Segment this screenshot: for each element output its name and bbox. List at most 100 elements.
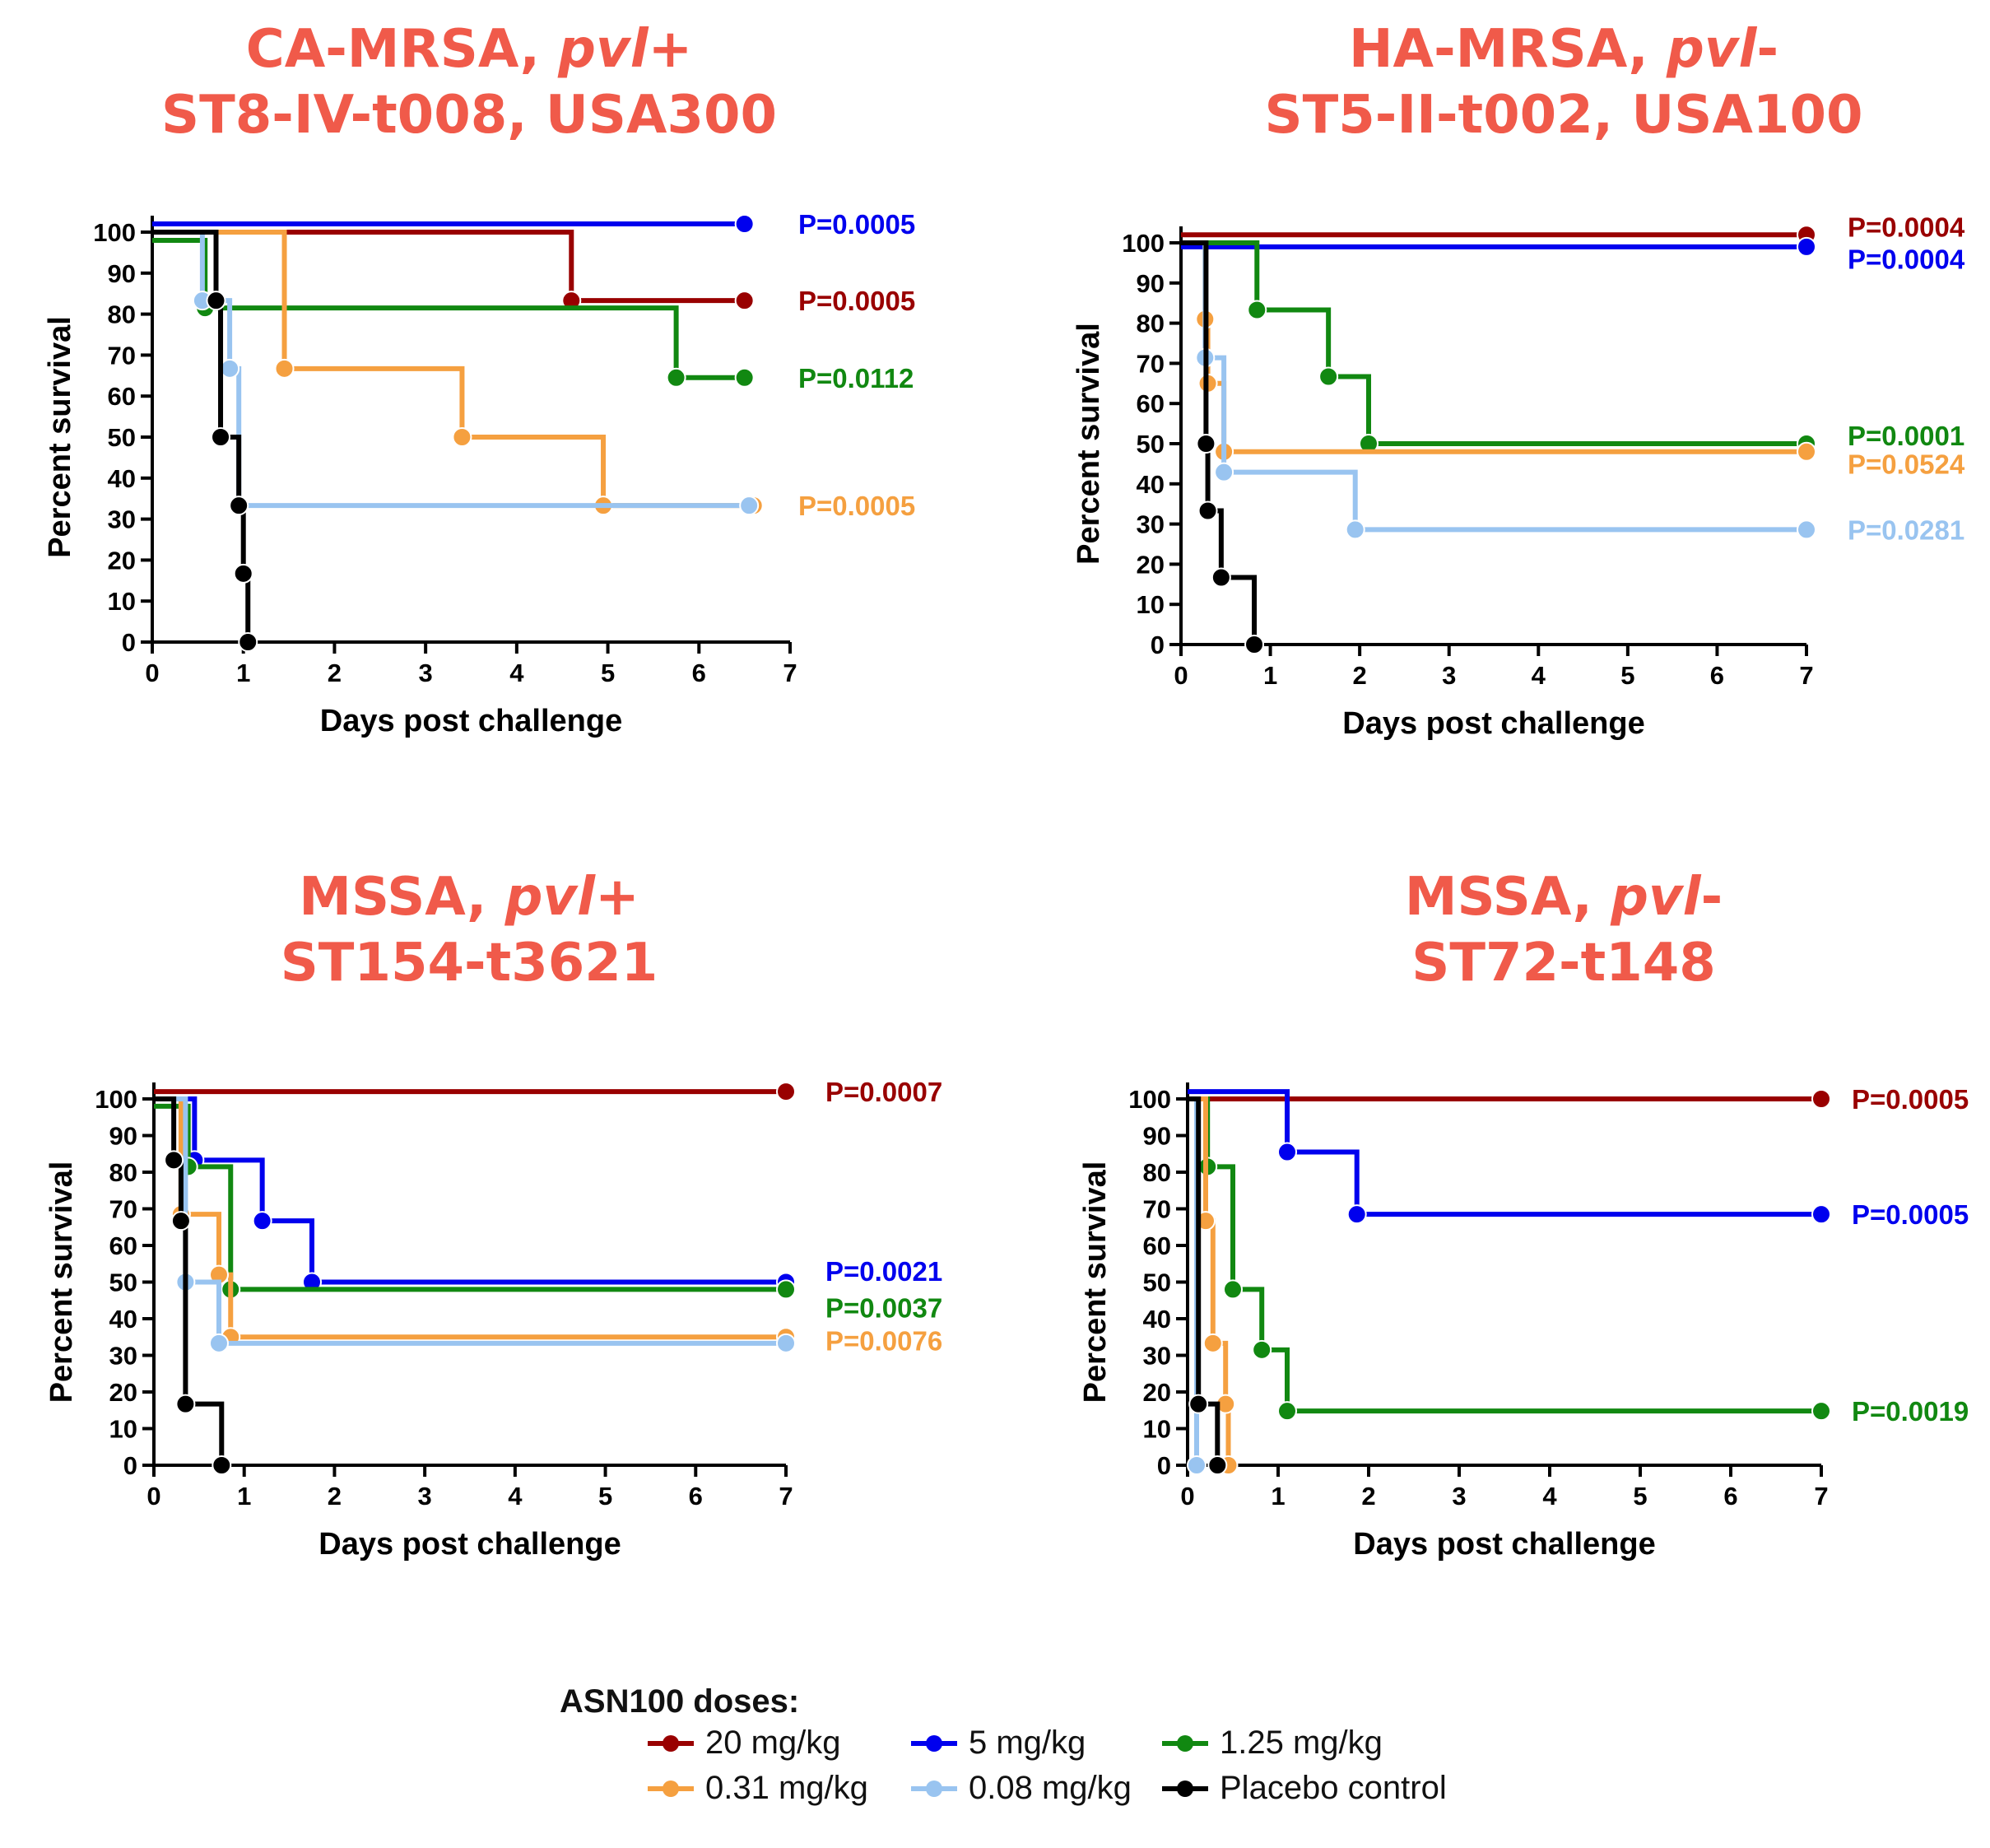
x-axis-label: Days post challenge bbox=[318, 1527, 621, 1562]
survival-line bbox=[154, 1096, 786, 1346]
censor-point bbox=[734, 367, 755, 388]
title-tail: + bbox=[595, 867, 639, 928]
p-value-label: P=0.0005 bbox=[1852, 1199, 1969, 1230]
survival-line bbox=[152, 230, 754, 509]
legend-swatch bbox=[911, 1734, 957, 1752]
censor-point bbox=[1318, 366, 1339, 387]
censor-point bbox=[220, 358, 240, 379]
title-tail: - bbox=[1700, 867, 1723, 928]
censor-point bbox=[1207, 1455, 1228, 1475]
censor-point bbox=[452, 427, 472, 447]
censor-point bbox=[206, 291, 226, 311]
y-tick-label: 70 bbox=[1137, 349, 1165, 378]
y-tick-label: 20 bbox=[109, 1378, 137, 1407]
p-value-label: P=0.0021 bbox=[825, 1256, 942, 1287]
p-value-label: P=0.0004 bbox=[1848, 212, 1965, 242]
x-tick-label: 2 bbox=[1361, 1482, 1375, 1511]
y-tick-label: 50 bbox=[1137, 430, 1165, 459]
x-tick-label: 7 bbox=[783, 659, 797, 687]
x-tick-label: 3 bbox=[418, 1482, 432, 1511]
censor-point bbox=[1223, 1279, 1243, 1300]
censor-point bbox=[1797, 236, 1816, 257]
y-tick-label: 100 bbox=[1122, 229, 1165, 258]
y-tick-label: 100 bbox=[1128, 1085, 1171, 1114]
censor-point bbox=[211, 427, 231, 447]
censor-point bbox=[1346, 1204, 1367, 1225]
series-0-08-mg-kg: P=0.0281 bbox=[1181, 240, 1964, 545]
title-tail: - bbox=[1756, 19, 1779, 80]
y-tick-label: 60 bbox=[108, 382, 136, 411]
title-italic: pvl bbox=[1667, 19, 1757, 80]
legend-label: Placebo control bbox=[1220, 1770, 1447, 1806]
x-tick-label: 1 bbox=[237, 1482, 251, 1511]
y-tick-label: 30 bbox=[1137, 510, 1165, 539]
chart-panel-3: 0 10 20 30 40 50 60 70 80 90 100 0 1 2 3 4 5 6 7 Days post … bbox=[44, 1077, 942, 1562]
series-5-mg-kg: P=0.0004 bbox=[1181, 236, 1965, 275]
censor-point bbox=[666, 367, 686, 388]
censor-point bbox=[170, 1211, 191, 1231]
legend-item: 20 mg/kg bbox=[646, 1725, 841, 1762]
x-tick-label: 7 bbox=[1799, 661, 1813, 690]
censor-point bbox=[164, 1150, 184, 1171]
series-0-31-mg-kg: P=0.0005 bbox=[152, 230, 915, 521]
censor-point bbox=[1211, 567, 1231, 588]
title-text: MSSA, bbox=[299, 867, 505, 928]
y-tick-label: 50 bbox=[109, 1268, 137, 1297]
legend-label: 20 mg/kg bbox=[705, 1725, 841, 1761]
y-tick-label: 60 bbox=[109, 1231, 137, 1260]
series-20-mg-kg: P=0.0005 bbox=[1188, 1084, 1969, 1115]
y-tick-label: 90 bbox=[1137, 269, 1165, 298]
series-5-mg-kg: P=0.0021 bbox=[154, 1096, 942, 1292]
x-tick-label: 6 bbox=[692, 659, 706, 687]
x-tick-label: 1 bbox=[1271, 1482, 1285, 1511]
y-tick-label: 20 bbox=[1137, 550, 1165, 579]
x-tick-label: 3 bbox=[419, 659, 433, 687]
p-value-label: P=0.0281 bbox=[1848, 514, 1964, 545]
censor-point bbox=[734, 214, 755, 235]
legend-swatch bbox=[1162, 1734, 1208, 1752]
survival-line bbox=[1181, 240, 1806, 446]
title-text: CA-MRSA, bbox=[245, 19, 559, 80]
x-tick-label: 4 bbox=[1532, 661, 1546, 690]
x-tick-label: 6 bbox=[689, 1482, 703, 1511]
y-tick-label: 50 bbox=[108, 423, 136, 452]
y-tick-label: 10 bbox=[1143, 1415, 1171, 1444]
x-tick-label: 5 bbox=[598, 1482, 612, 1511]
y-tick-label: 0 bbox=[1151, 631, 1165, 659]
legend-item: 1.25 mg/kg bbox=[1160, 1725, 1383, 1762]
chart-title-3-line1: MSSA, pvl+ bbox=[140, 864, 798, 930]
legend-label: 0.31 mg/kg bbox=[705, 1770, 868, 1806]
x-tick-label: 2 bbox=[1353, 661, 1367, 690]
chart-title-1-line2: ST8-IV-t008, USA300 bbox=[160, 85, 778, 146]
series-placebo-control bbox=[152, 230, 258, 652]
p-value-label: P=0.0005 bbox=[1852, 1084, 1969, 1115]
series-5-mg-kg: P=0.0005 bbox=[1188, 1089, 1969, 1230]
censor-point bbox=[1188, 1394, 1209, 1414]
survival-line bbox=[154, 1096, 786, 1285]
x-tick-label: 1 bbox=[236, 659, 250, 687]
title-text: MSSA, bbox=[1404, 867, 1611, 928]
y-tick-label: 40 bbox=[109, 1305, 137, 1334]
y-axis-label: Percent survival bbox=[1078, 1161, 1113, 1403]
chart-title-2: HA-MRSA, pvl- ST5-II-t002, USA100 bbox=[1210, 16, 1918, 148]
y-tick-label: 10 bbox=[108, 587, 136, 616]
x-tick-label: 2 bbox=[328, 1482, 342, 1511]
x-tick-label: 3 bbox=[1452, 1482, 1466, 1511]
censor-point bbox=[1277, 1401, 1297, 1422]
x-tick-label: 0 bbox=[146, 1482, 160, 1511]
x-tick-label: 2 bbox=[328, 659, 342, 687]
y-tick-label: 20 bbox=[108, 546, 136, 575]
y-tick-label: 80 bbox=[1137, 310, 1165, 338]
x-tick-label: 3 bbox=[1442, 661, 1456, 690]
p-value-label: P=0.0037 bbox=[825, 1293, 942, 1324]
censor-point bbox=[252, 1211, 272, 1231]
y-tick-label: 0 bbox=[1157, 1451, 1171, 1480]
censor-point bbox=[1345, 519, 1365, 540]
y-tick-label: 90 bbox=[1143, 1122, 1171, 1151]
censor-point bbox=[1797, 441, 1816, 462]
y-tick-label: 80 bbox=[108, 300, 136, 329]
legend-item: 0.31 mg/kg bbox=[646, 1770, 868, 1807]
y-tick-label: 50 bbox=[1143, 1268, 1171, 1297]
x-tick-label: 0 bbox=[1174, 661, 1188, 690]
